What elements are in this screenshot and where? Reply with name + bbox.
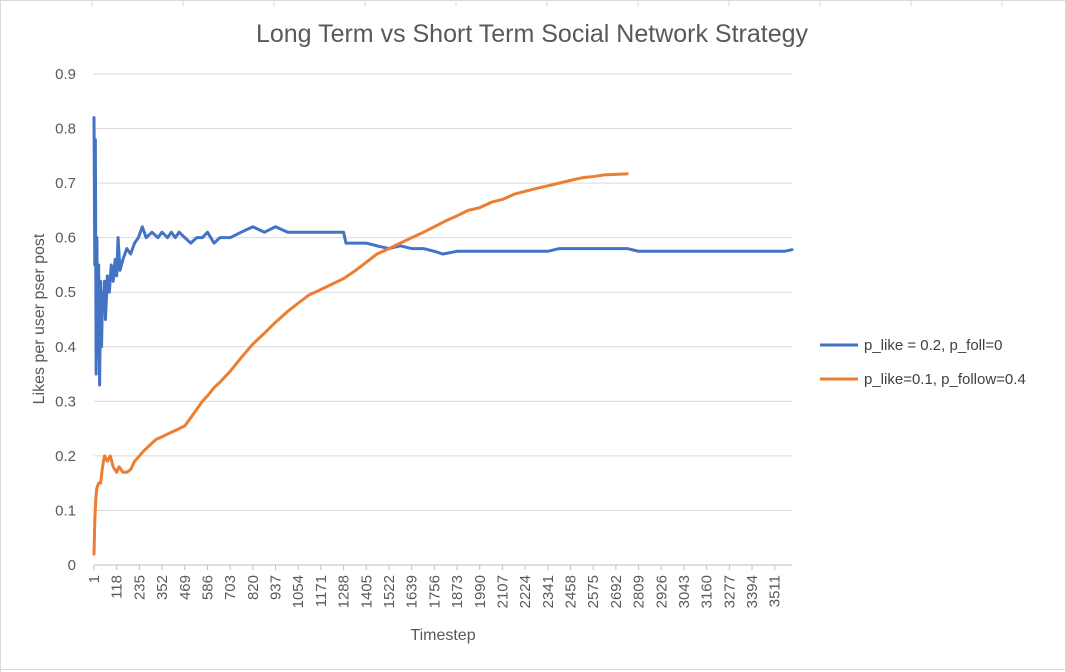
legend: p_like = 0.2, p_foll=0 p_like=0.1, p_foll…: [820, 337, 1026, 388]
y-tick-label: 0.2: [55, 448, 76, 465]
x-tick-label: 2458: [563, 575, 580, 608]
x-axis-title: Timestep: [410, 627, 475, 644]
x-tick-label: 1171: [313, 575, 330, 607]
x-tick-label: 1639: [404, 575, 421, 608]
y-tick-label: 0.8: [55, 121, 76, 138]
x-tick-label: 2224: [517, 575, 534, 608]
x-tick-label: 1522: [381, 575, 398, 608]
legend-label: p_like=0.1, p_follow=0.4: [864, 371, 1026, 388]
x-tick-label: 2107: [494, 575, 511, 608]
x-tick-label: 703: [222, 575, 239, 600]
x-tick-label: 1054: [290, 575, 307, 608]
x-tick-label: 1: [86, 575, 103, 583]
series-line-2: [92, 172, 629, 556]
y-axis-title: Likes per user pser post: [31, 233, 48, 404]
y-axis-ticks: 0 0.1 0.2 0.3 0.4 0.5 0.6 0.7 0.8 0.9: [55, 66, 76, 574]
y-tick-label: 0.6: [55, 230, 76, 247]
x-tick-label: 469: [177, 575, 194, 600]
x-tick-label: 3043: [676, 575, 693, 608]
x-tick-label: 1756: [426, 575, 443, 608]
x-tick-label: 2575: [585, 575, 602, 608]
x-tick-label: 1288: [336, 575, 353, 608]
y-tick-label: 0: [68, 557, 76, 574]
x-tick-label: 1405: [358, 575, 375, 608]
x-tick-label: 3277: [721, 575, 738, 608]
x-axis-ticks: 1 118 235 352 469 586 703 820 937 1054 1171 1288 140…: [86, 565, 784, 608]
legend-label: p_like = 0.2, p_foll=0: [864, 337, 1002, 354]
gridlines: [94, 73, 792, 566]
y-tick-label: 0.5: [55, 284, 76, 301]
y-tick-label: 0.3: [55, 393, 76, 410]
x-tick-label: 3394: [744, 575, 761, 608]
y-tick-label: 0.9: [55, 66, 76, 83]
x-tick-label: 2926: [653, 575, 670, 608]
x-tick-label: 1873: [449, 575, 466, 608]
x-tick-label: 352: [154, 575, 171, 600]
series-lines: [92, 116, 794, 556]
x-tick-label: 586: [199, 575, 216, 600]
y-tick-label: 0.1: [55, 502, 76, 519]
x-tick-label: 3511: [767, 575, 784, 607]
series-line-1: [92, 116, 794, 387]
x-tick-label: 118: [109, 575, 126, 599]
y-tick-label: 0.4: [55, 339, 76, 356]
x-tick-label: 2809: [631, 575, 648, 608]
x-tick-label: 2341: [540, 575, 557, 608]
x-tick-label: 937: [268, 575, 285, 600]
x-tick-label: 2692: [608, 575, 625, 608]
y-tick-label: 0.7: [55, 175, 76, 192]
x-tick-label: 235: [131, 575, 148, 600]
x-tick-label: 1990: [472, 575, 489, 608]
x-tick-label: 820: [245, 575, 262, 600]
x-tick-label: 3160: [699, 575, 716, 608]
chart-title: Long Term vs Short Term Social Network S…: [256, 20, 809, 48]
